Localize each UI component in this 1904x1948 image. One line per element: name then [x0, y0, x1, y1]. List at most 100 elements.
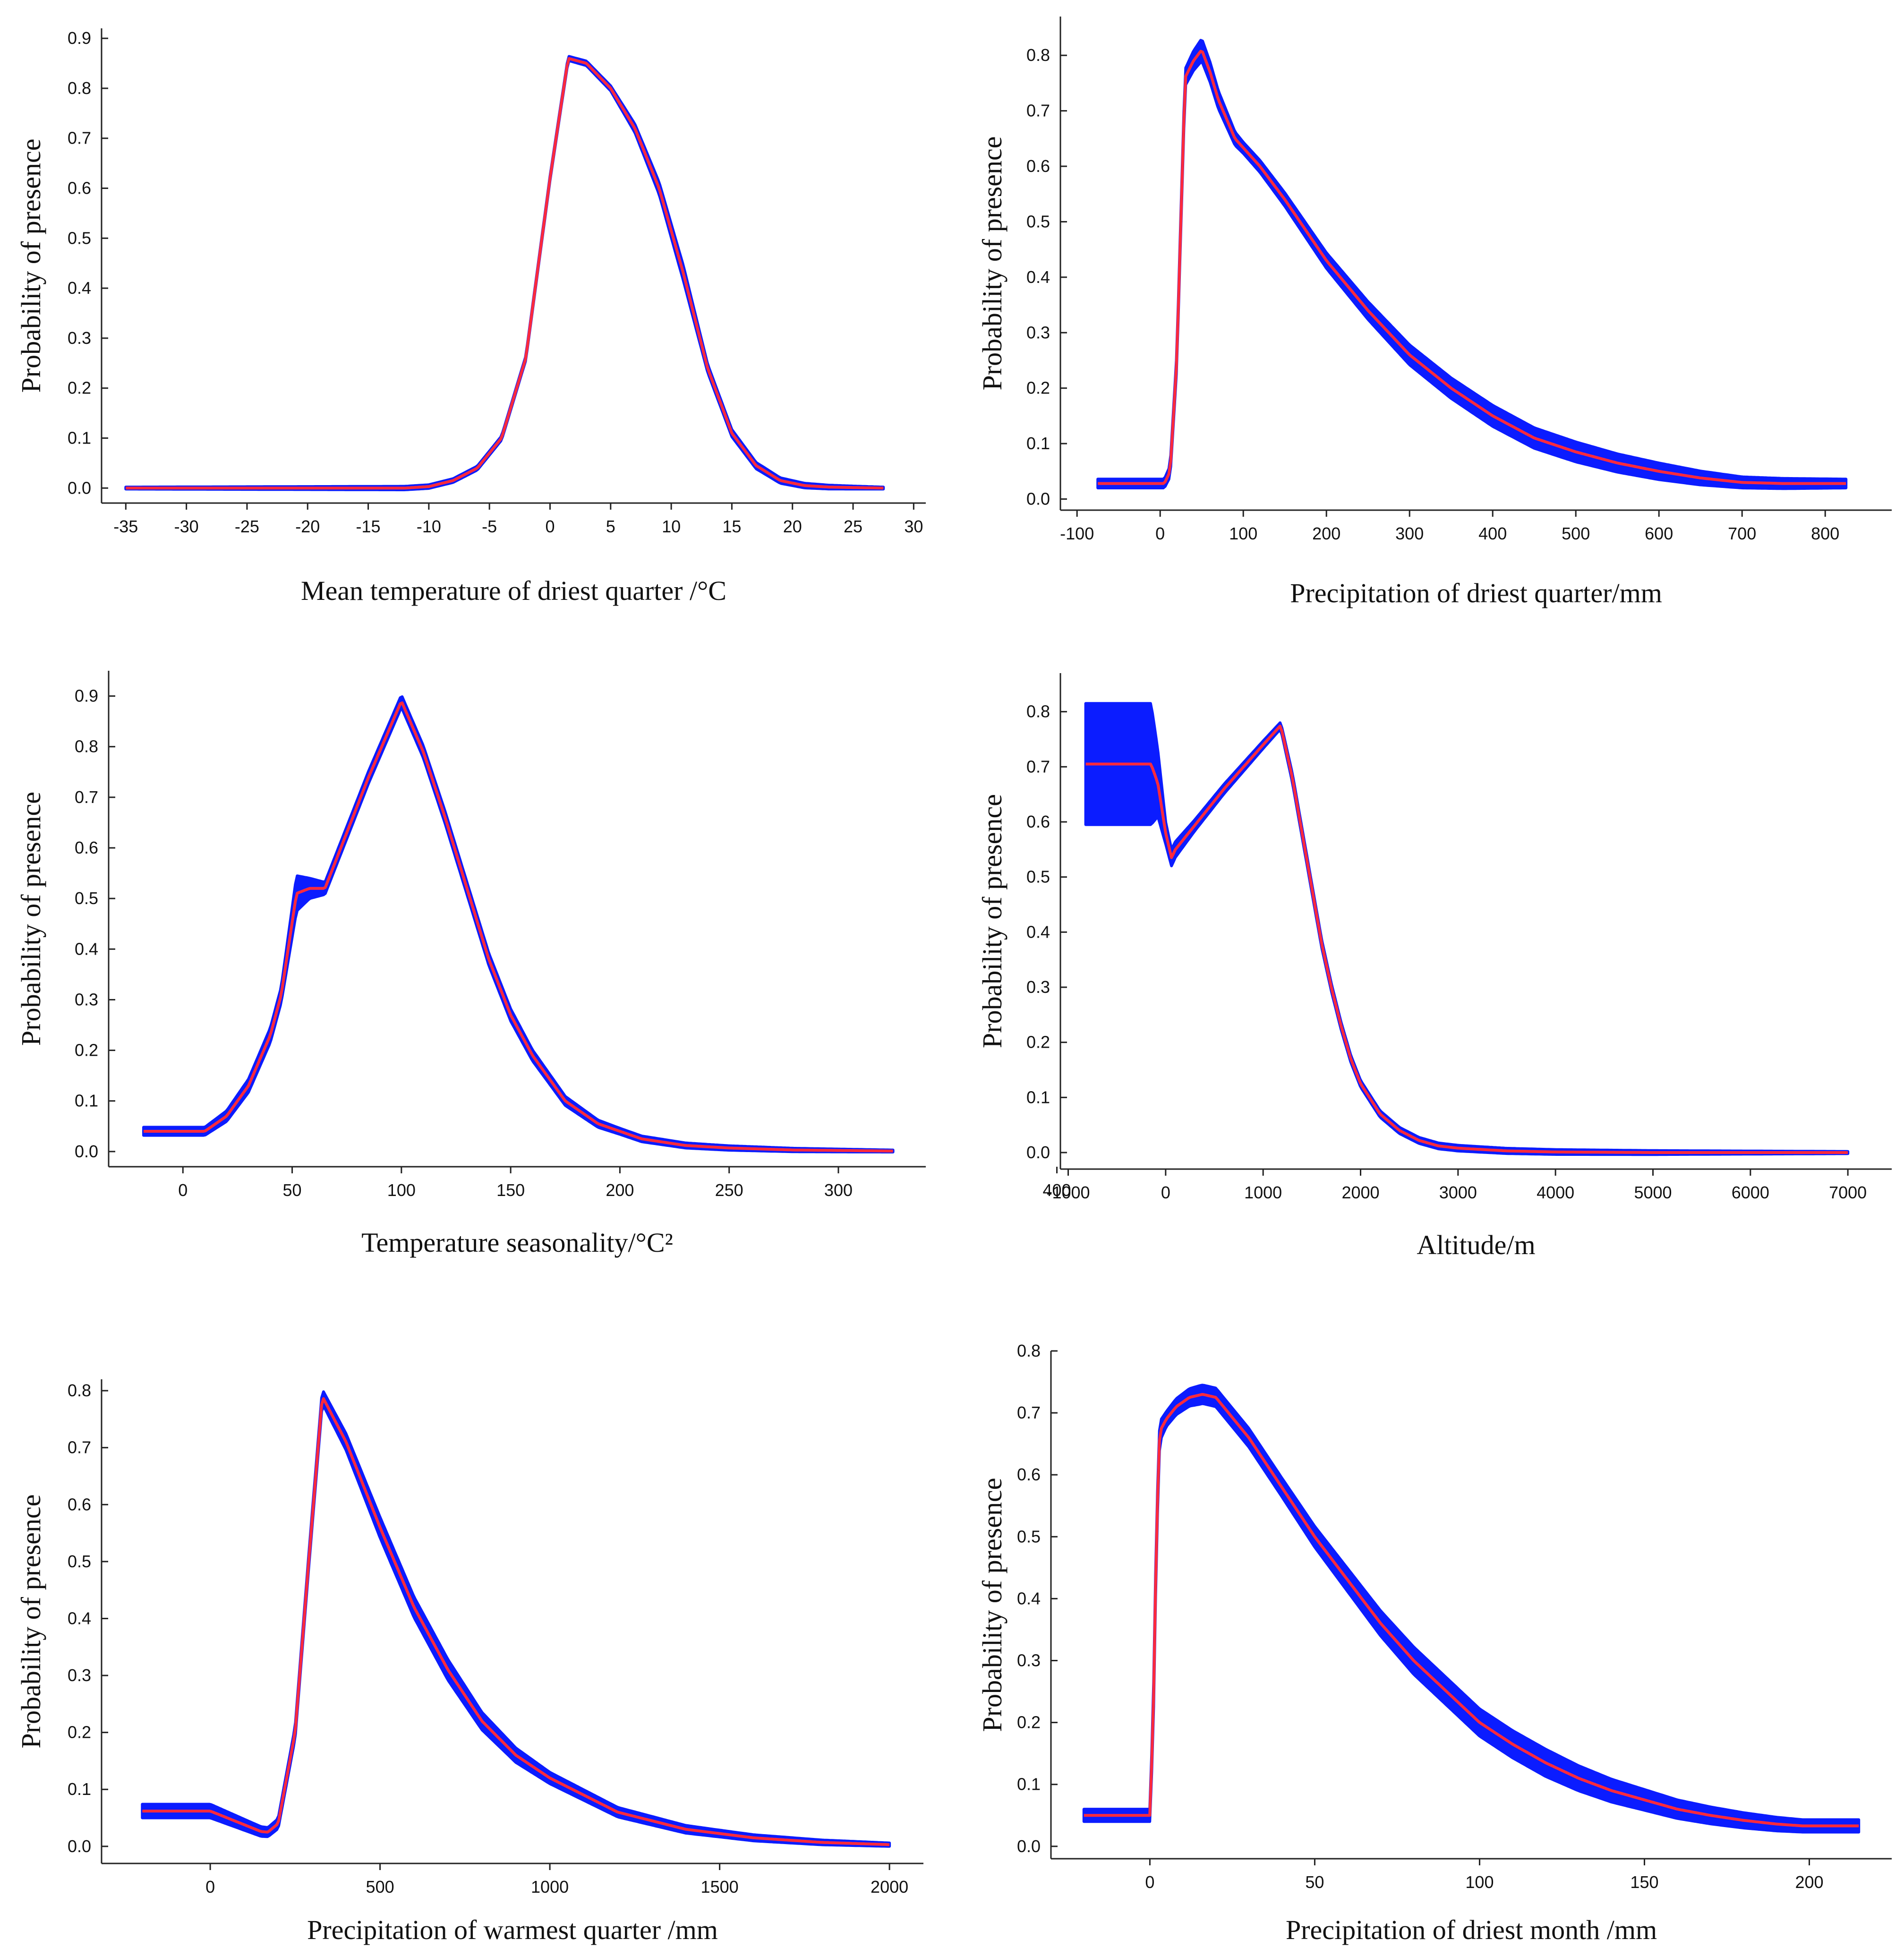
y-tick-label: 0.1	[1026, 1087, 1050, 1107]
panel-mean-temperature-driest-quarter: 0.0 0.1 0.2 0.3 0.4 0.5 0.6 0.7 0.8 0.9 -35 -30 -25 -…	[16, 28, 926, 606]
y-tick-label: 0.6	[1026, 156, 1050, 176]
x-tick-label: 250	[715, 1180, 743, 1200]
y-tick-label: 0.0	[1026, 1143, 1050, 1162]
confidence-band	[124, 55, 885, 491]
x-tick-label: 200	[1312, 524, 1340, 543]
mean-response-line	[1098, 50, 1846, 485]
y-axis-title: Probability of presence	[977, 1478, 1007, 1732]
x-tick-label: 1000	[531, 1877, 569, 1897]
y-tick-label: 0.5	[1017, 1527, 1041, 1546]
y-tick-label: 0.1	[68, 1779, 91, 1799]
x-tick-label: 10	[662, 517, 681, 536]
x-tick-label: 2000	[1341, 1183, 1379, 1202]
x-tick-label: 4000	[1537, 1183, 1574, 1202]
x-axis-title: Altitude/m	[1417, 1230, 1535, 1260]
x-tick-label: 100	[1465, 1872, 1494, 1892]
y-axis-title: Probability of presence	[977, 794, 1007, 1048]
x-tick-label: 3000	[1439, 1183, 1477, 1202]
x-tick-label: 1000	[1244, 1183, 1282, 1202]
x-tick-label: 7000	[1829, 1183, 1867, 1202]
y-tick-label: 0.9	[75, 686, 98, 706]
y-axis-title: Probability of presence	[16, 139, 46, 393]
x-tick-label: -30	[174, 517, 199, 536]
x-tick-label: -5	[482, 517, 497, 536]
confidence-band	[1084, 702, 1850, 1156]
panel-altitude: 0.0 0.1 0.2 0.3 0.4 0.5 0.6 0.7 0.8 -1000 0 1000 200…	[977, 673, 1892, 1260]
y-tick-label: 0.6	[68, 1495, 91, 1514]
x-tick-label: -1000	[1046, 1183, 1090, 1202]
y-tick-label: 0.7	[68, 1438, 91, 1457]
y-tick-label: 0.4	[68, 1608, 91, 1628]
mean-response-line	[126, 57, 884, 490]
mean-response-line	[142, 1397, 890, 1846]
y-tick-label: 0.5	[68, 1552, 91, 1571]
x-tick-label: 600	[1645, 524, 1673, 543]
x-tick-label: 200	[606, 1180, 634, 1200]
y-tick-label: 0.7	[75, 787, 98, 807]
y-tick-label: 0.7	[1017, 1403, 1041, 1422]
y-tick-label: 0.2	[1017, 1713, 1041, 1732]
y-tick-label: 0.3	[68, 1666, 91, 1685]
y-tick-label: 0.4	[68, 278, 91, 298]
x-tick-label: 500	[366, 1877, 394, 1897]
y-tick-label: 0.7	[1026, 757, 1050, 776]
y-tick-label: 0.4	[75, 939, 98, 958]
x-tick-label: -35	[113, 517, 138, 536]
y-tick-label: 0.8	[68, 1381, 91, 1400]
y-tick-label: 0.6	[75, 838, 98, 857]
y-tick-label: 0.0	[68, 1837, 91, 1856]
y-tick-label: 0.6	[1017, 1465, 1041, 1484]
x-tick-label: 25	[844, 517, 862, 536]
x-tick-label: 5	[606, 517, 615, 536]
y-tick-label: 0.4	[1026, 922, 1050, 941]
y-tick-label: 0.1	[75, 1091, 98, 1111]
x-tick-label: 800	[1811, 524, 1839, 543]
x-tick-label: 0	[1155, 524, 1165, 543]
x-tick-label: 0	[1161, 1183, 1170, 1202]
y-tick-label: 0.7	[68, 128, 91, 148]
y-tick-label: 0.1	[68, 428, 91, 447]
y-tick-label: 0.8	[68, 78, 91, 98]
x-tick-label: 200	[1795, 1872, 1823, 1892]
mean-response-line	[144, 701, 893, 1153]
y-tick-label: 0.8	[1026, 702, 1050, 721]
x-tick-label: 20	[783, 517, 802, 536]
x-tick-label: 50	[1305, 1872, 1324, 1892]
x-axis-title: Temperature seasonality/°C²	[361, 1227, 673, 1258]
y-tick-label: 0.2	[68, 1723, 91, 1742]
y-tick-label: 0.3	[1026, 323, 1050, 342]
y-tick-label: 0.4	[1017, 1589, 1041, 1608]
x-tick-label: -20	[295, 517, 320, 536]
x-tick-label: 150	[496, 1180, 525, 1200]
x-tick-label: 400	[1043, 1180, 1071, 1200]
y-tick-label: 0.8	[75, 737, 98, 756]
x-tick-label: 0	[545, 517, 555, 536]
y-tick-label: 0.3	[1017, 1650, 1041, 1670]
panel-precipitation-driest-month: 0.0 0.1 0.2 0.3 0.4 0.5 0.6 0.7 0.8 0 50 100 150 200 P…	[977, 1341, 1892, 1945]
x-tick-label: 500	[1562, 524, 1590, 543]
x-tick-label: 100	[1229, 524, 1257, 543]
y-tick-label: 0.0	[1026, 489, 1050, 509]
panel-precipitation-driest-quarter: 0.0 0.1 0.2 0.3 0.4 0.5 0.6 0.7 0.8 -100 0 100 200 30…	[977, 17, 1892, 608]
y-tick-label: 0.5	[75, 889, 98, 908]
y-tick-label: 0.6	[68, 179, 91, 198]
x-axis-title: Mean temperature of driest quarter /°C	[301, 575, 726, 606]
y-tick-label: 0.1	[1026, 434, 1050, 453]
x-tick-label: 2000	[871, 1877, 908, 1897]
y-tick-label: 0.5	[1026, 212, 1050, 231]
x-tick-label: 150	[1630, 1872, 1658, 1892]
x-axis-title: Precipitation of warmest quarter /mm	[307, 1914, 718, 1945]
y-tick-label: 0.3	[75, 990, 98, 1009]
y-axis-title: Probability of presence	[16, 1495, 46, 1749]
y-tick-label: 0.6	[1026, 812, 1050, 831]
mean-response-line	[1084, 1393, 1859, 1828]
x-tick-label: 1500	[701, 1877, 739, 1897]
y-tick-label: 0.5	[1026, 867, 1050, 887]
x-tick-label: 15	[722, 517, 741, 536]
x-tick-label: 300	[824, 1180, 853, 1200]
x-tick-label: 50	[283, 1180, 302, 1200]
y-tick-label: 0.8	[1026, 45, 1050, 65]
x-tick-label: 0	[1145, 1872, 1154, 1892]
y-tick-label: 0.0	[68, 478, 91, 497]
